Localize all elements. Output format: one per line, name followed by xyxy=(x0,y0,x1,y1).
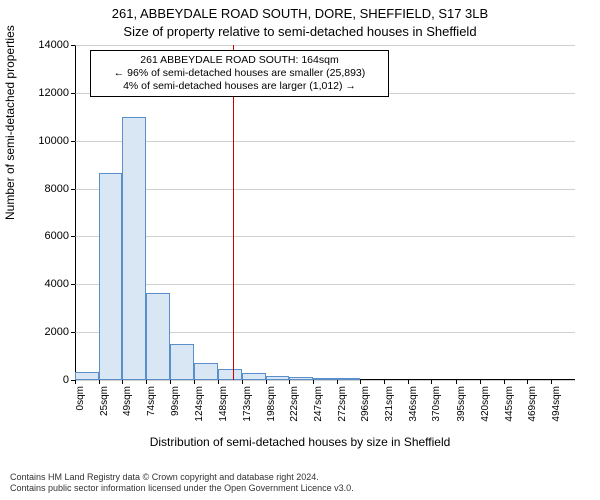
x-tick-label: 99sqm xyxy=(170,386,181,416)
title-line-1: 261, ABBEYDALE ROAD SOUTH, DORE, SHEFFIE… xyxy=(0,6,600,21)
histogram-bar xyxy=(75,372,99,380)
histogram-bar xyxy=(242,373,266,380)
footer-attribution: Contains HM Land Registry data © Crown c… xyxy=(10,472,354,495)
x-tick-label: 346sqm xyxy=(408,386,419,422)
y-tick-label: 14000 xyxy=(38,39,69,51)
histogram-bar xyxy=(337,378,360,380)
x-tick-label: 395sqm xyxy=(456,386,467,422)
histogram-bar xyxy=(194,363,217,380)
histogram-bar xyxy=(218,369,242,380)
histogram-bar xyxy=(122,117,146,380)
annotation-line-3: 4% of semi-detached houses are larger (1… xyxy=(97,80,382,93)
y-axis-label: Number of semi-detached properties xyxy=(3,200,17,220)
histogram-bar xyxy=(266,376,289,380)
footer-line-2: Contains public sector information licen… xyxy=(10,483,354,494)
histogram-bar xyxy=(289,377,313,380)
x-tick-label: 25sqm xyxy=(99,386,110,416)
x-tick-label: 74sqm xyxy=(146,386,157,416)
histogram-bar xyxy=(170,344,194,380)
grid-line xyxy=(75,236,575,237)
y-tick-label: 12000 xyxy=(38,87,69,99)
y-tick-label: 10000 xyxy=(38,135,69,147)
y-tick-label: 6000 xyxy=(45,230,69,242)
histogram-bar xyxy=(99,173,122,380)
grid-line xyxy=(75,45,575,46)
grid-line xyxy=(75,141,575,142)
x-tick-label: 469sqm xyxy=(527,386,538,422)
x-tick-label: 494sqm xyxy=(551,386,562,422)
y-tick-label: 2000 xyxy=(45,326,69,338)
x-tick-label: 148sqm xyxy=(218,386,229,422)
y-tick-label: 8000 xyxy=(45,183,69,195)
x-tick-label: 247sqm xyxy=(313,386,324,422)
x-tick-label: 445sqm xyxy=(504,386,515,422)
title-line-2: Size of property relative to semi-detach… xyxy=(0,24,600,39)
footer-line-1: Contains HM Land Registry data © Crown c… xyxy=(10,472,354,483)
grid-line xyxy=(75,380,575,381)
x-tick-label: 272sqm xyxy=(337,386,348,422)
x-tick-label: 321sqm xyxy=(384,386,395,422)
x-tick-label: 222sqm xyxy=(289,386,300,422)
histogram-bar xyxy=(313,378,337,380)
grid-line xyxy=(75,284,575,285)
x-tick-label: 49sqm xyxy=(122,386,133,416)
x-tick-label: 173sqm xyxy=(242,386,253,422)
x-tick-label: 296sqm xyxy=(360,386,371,422)
x-tick-label: 124sqm xyxy=(194,386,205,422)
grid-line xyxy=(75,189,575,190)
x-tick-label: 198sqm xyxy=(266,386,277,422)
annotation-line-1: 261 ABBEYDALE ROAD SOUTH: 164sqm xyxy=(97,54,382,67)
histogram-bar xyxy=(146,293,170,380)
x-tick-label: 0sqm xyxy=(75,386,86,410)
y-tick-label: 4000 xyxy=(45,278,69,290)
plot-area: 020004000600080001000012000140000sqm25sq… xyxy=(75,45,575,380)
annotation-box: 261 ABBEYDALE ROAD SOUTH: 164sqm← 96% of… xyxy=(90,50,389,97)
x-axis-label: Distribution of semi-detached houses by … xyxy=(0,435,600,449)
x-tick-label: 420sqm xyxy=(480,386,491,422)
annotation-line-2: ← 96% of semi-detached houses are smalle… xyxy=(97,67,382,80)
chart-figure: 261, ABBEYDALE ROAD SOUTH, DORE, SHEFFIE… xyxy=(0,0,600,500)
y-tick-label: 0 xyxy=(63,374,69,386)
x-tick-label: 370sqm xyxy=(431,386,442,422)
